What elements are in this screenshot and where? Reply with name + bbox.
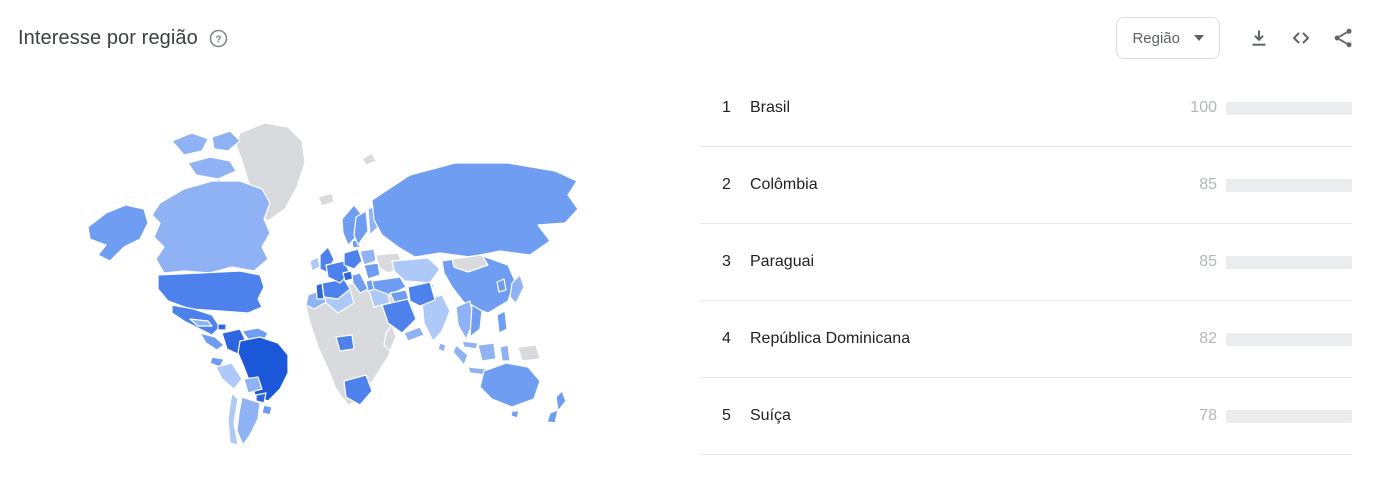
- map-region-central-america[interactable]: [199, 332, 225, 351]
- region-label: Suíça: [750, 407, 791, 424]
- interest-bar-track: [1226, 409, 1352, 423]
- map-region-sri-lanka[interactable]: [437, 342, 447, 353]
- map-region-tasmania[interactable]: [510, 410, 520, 419]
- map-region-iceland[interactable]: [317, 192, 335, 207]
- map-region-poland[interactable]: [359, 248, 377, 266]
- map-region-switzerland[interactable]: [342, 270, 354, 282]
- map-region-india[interactable]: [421, 294, 451, 342]
- rank-number: 4: [722, 330, 731, 347]
- map-region-canada-archipelago[interactable]: [187, 156, 237, 180]
- interest-bar-track: [1226, 101, 1352, 115]
- map-region-bolivia[interactable]: [243, 376, 263, 394]
- interest-bar-track: [1226, 178, 1352, 192]
- map-region-madagascar[interactable]: [383, 324, 397, 352]
- map-region-argentina[interactable]: [236, 396, 261, 446]
- map-region-malaysia[interactable]: [461, 340, 479, 350]
- region-label: Colômbia: [750, 176, 818, 193]
- map-region-sweden[interactable]: [353, 210, 369, 246]
- map-region-uruguay[interactable]: [261, 404, 273, 416]
- map-region-russia[interactable]: [371, 162, 579, 258]
- map-region-peru[interactable]: [215, 362, 243, 390]
- region-dropdown-label: Região: [1132, 29, 1180, 47]
- map-region-germany[interactable]: [343, 248, 363, 270]
- question-mark-icon: ?: [209, 29, 228, 47]
- interest-value: 82: [1199, 330, 1217, 347]
- map-region-yemen-oman[interactable]: [403, 326, 425, 342]
- map-region-south-africa[interactable]: [343, 374, 373, 406]
- map-region-svalbard[interactable]: [361, 152, 377, 166]
- map-region-south-korea[interactable]: [496, 278, 507, 293]
- map-region-chile[interactable]: [227, 392, 239, 446]
- download-icon: [1252, 30, 1266, 46]
- map-region-balkans[interactable]: [363, 262, 381, 280]
- map-region-united-states[interactable]: [157, 270, 265, 314]
- list-item[interactable]: 5 Suíça 78: [700, 378, 1352, 455]
- chevron-down-icon: [1194, 35, 1204, 41]
- map-region-mongolia[interactable]: [451, 254, 489, 273]
- region-label: Paraguai: [750, 253, 815, 270]
- rank-number: 3: [722, 253, 731, 270]
- region-label: República Dominicana: [750, 330, 911, 347]
- list-item[interactable]: 4 República Dominicana 82: [700, 301, 1352, 378]
- map-region-portugal[interactable]: [315, 282, 325, 300]
- map-region-italy[interactable]: [351, 272, 369, 294]
- map-region-ireland[interactable]: [309, 256, 321, 272]
- embed-button[interactable]: [1284, 21, 1318, 55]
- map-region-brazil[interactable]: [237, 336, 289, 402]
- map-region-iran[interactable]: [407, 281, 436, 307]
- map-region-sumatra[interactable]: [452, 344, 469, 366]
- rank-number: 1: [722, 99, 731, 116]
- map-region-nigeria[interactable]: [335, 334, 355, 352]
- map-region-canada-archipelago[interactable]: [211, 130, 241, 152]
- map-region-philippines[interactable]: [496, 310, 508, 334]
- interest-value: 85: [1199, 176, 1217, 193]
- map-region-alaska[interactable]: [87, 204, 149, 262]
- map-region-sulawesi[interactable]: [499, 344, 511, 362]
- map-region-dominican-republic[interactable]: [217, 323, 227, 331]
- map-region-paraguay[interactable]: [255, 392, 267, 404]
- region-rank-list: 1 Brasil 100 2 Colômbia 85 3 Paraguai 85…: [700, 70, 1352, 455]
- page-title: Interesse por região: [18, 26, 198, 49]
- region-label: Brasil: [750, 99, 791, 116]
- map-region-new-zealand[interactable]: [555, 390, 567, 412]
- interest-value: 78: [1199, 407, 1217, 424]
- map-region-canada[interactable]: [151, 180, 271, 274]
- rank-number: 5: [722, 407, 731, 424]
- map-region-new-zealand[interactable]: [546, 409, 559, 424]
- share-button[interactable]: [1326, 21, 1360, 55]
- svg-text:?: ?: [215, 33, 221, 45]
- list-item[interactable]: 1 Brasil 100: [700, 70, 1352, 147]
- download-button[interactable]: [1242, 21, 1276, 55]
- widget-header: Interesse por região ? Região: [0, 0, 1384, 70]
- code-embed-icon: [1292, 32, 1310, 44]
- map-region-australia[interactable]: [479, 362, 541, 408]
- world-map: [60, 75, 690, 455]
- interest-bar-track: [1226, 332, 1352, 346]
- map-region-canada-archipelago[interactable]: [171, 132, 209, 156]
- interest-value: 85: [1199, 253, 1217, 270]
- interest-value: 100: [1190, 99, 1217, 116]
- list-item[interactable]: 2 Colômbia 85: [700, 147, 1352, 224]
- region-dropdown[interactable]: Região: [1116, 17, 1220, 59]
- map-region-borneo[interactable]: [477, 342, 497, 362]
- map-region-vietnam[interactable]: [469, 304, 483, 338]
- share-icon: [1334, 28, 1352, 48]
- map-region-cuba[interactable]: [189, 318, 213, 327]
- map-region-new-guinea[interactable]: [517, 344, 541, 362]
- rank-number: 2: [722, 176, 731, 193]
- map-region-saudi-arabia[interactable]: [381, 298, 417, 334]
- interest-bar-track: [1226, 255, 1352, 269]
- list-item[interactable]: 3 Paraguai 85: [700, 224, 1352, 301]
- map-region-japan[interactable]: [509, 274, 525, 304]
- help-icon[interactable]: ?: [209, 29, 228, 48]
